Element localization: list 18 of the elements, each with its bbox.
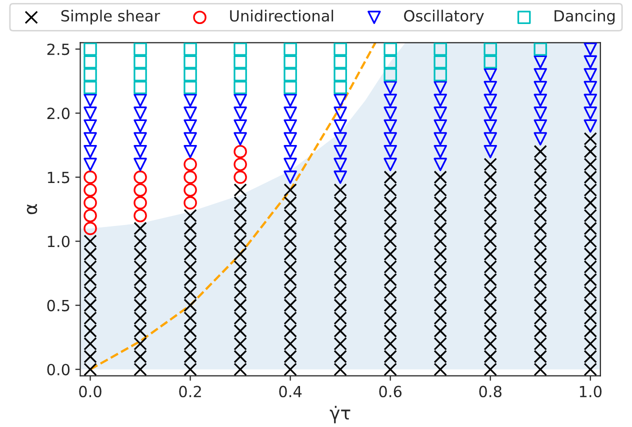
y-tick-label: 0.5 xyxy=(47,300,70,312)
y-axis-title: α xyxy=(26,204,38,214)
x-tick-label: 0.8 xyxy=(479,386,502,398)
legend-label: Oscillatory xyxy=(404,10,484,25)
y-tick-label: 0.0 xyxy=(47,364,70,376)
x-tick-label: 0.0 xyxy=(79,386,102,398)
y-tick-label: 2.5 xyxy=(47,44,70,56)
y-tick-label: 1.0 xyxy=(48,236,70,248)
y-tick-label: 1.5 xyxy=(48,172,70,184)
legend-label: Dancing xyxy=(554,10,615,25)
x-axis-title: γ̇τ xyxy=(330,406,350,424)
x-tick-label: 0.4 xyxy=(279,386,302,398)
legend-label: Unidirectional xyxy=(230,10,334,22)
y-tick-label: 2.0 xyxy=(47,108,70,120)
x-tick-label: 1.0 xyxy=(580,386,602,398)
x-tick-label: 0.2 xyxy=(179,386,201,398)
legend-label: Simple shear xyxy=(61,10,160,25)
x-tick-label: 0.6 xyxy=(379,386,402,398)
